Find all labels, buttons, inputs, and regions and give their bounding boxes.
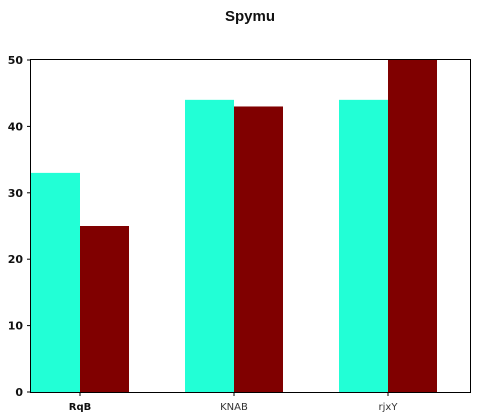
bar-rqb-series-1 [31, 172, 80, 392]
bar-knab-series-1 [185, 99, 234, 392]
plot-frame [30, 59, 471, 393]
bar-rjxy-series-2 [388, 60, 437, 392]
bars-group [31, 60, 437, 392]
y-axis: 0 10 20 30 40 50 [8, 54, 31, 399]
x-tick-label-knab: KNAB [220, 402, 248, 413]
x-tick-label-rjxy: rjxY [379, 402, 399, 413]
y-tick-label: 10 [8, 320, 24, 333]
bar-rqb-series-2 [80, 226, 129, 392]
y-tick-label: 20 [8, 253, 24, 266]
bar-rjxy-series-1 [339, 99, 388, 392]
y-tick-label: 50 [8, 54, 24, 67]
y-tick-label: 40 [8, 120, 24, 133]
y-tick-label: 0 [15, 386, 23, 399]
x-axis: RqB KNAB rjxY [69, 392, 399, 413]
y-tick-label: 30 [8, 187, 24, 200]
chart-title: Spymu [225, 8, 275, 25]
bar-knab-series-2 [234, 106, 283, 392]
x-tick-label-rqb: RqB [69, 402, 91, 413]
